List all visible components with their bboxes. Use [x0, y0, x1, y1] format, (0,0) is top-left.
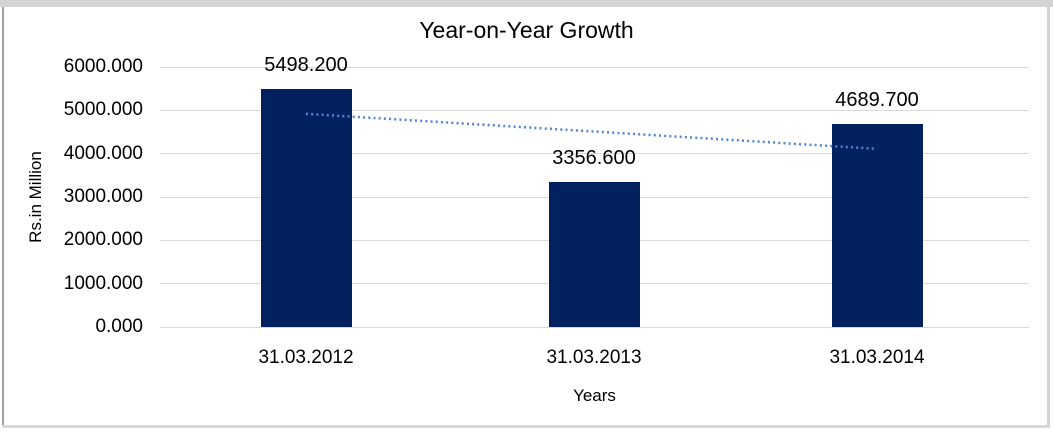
bar-data-label: 3356.600	[552, 146, 636, 169]
trendline	[305, 112, 878, 151]
gridline	[160, 66, 1029, 68]
bar	[831, 123, 923, 327]
y-tick-label: 5000.000	[63, 99, 143, 121]
y-tick-label: 2000.000	[63, 229, 143, 251]
bar	[548, 181, 640, 327]
y-tick-label: 4000.000	[63, 142, 143, 164]
y-tick-label: 0.000	[95, 316, 143, 337]
gridline	[160, 109, 1029, 111]
chart-title: Year-on-Year Growth	[419, 17, 634, 43]
frame-right-border	[1047, 7, 1050, 425]
x-tick-label: 31.03.2013	[546, 347, 642, 368]
y-tick-label: 1000.000	[63, 272, 143, 294]
x-tick-label: 31.03.2014	[829, 347, 925, 368]
bar-data-label: 4689.700	[835, 88, 919, 111]
bar-data-label: 5498.200	[264, 53, 348, 76]
y-tick-label: 6000.000	[63, 56, 143, 77]
frame-top-border	[0, 0, 1053, 7]
gridline	[160, 326, 1029, 328]
gridline	[160, 153, 1029, 155]
x-axis-title: Years	[573, 386, 616, 405]
y-tick-label: 3000.000	[63, 186, 143, 207]
x-tick-label: 31.03.2012	[258, 347, 354, 368]
bar	[260, 88, 352, 327]
frame-bottom-border	[2, 425, 1050, 428]
y-axis-title: Rs.in Million	[26, 151, 45, 243]
frame-left-border	[2, 7, 4, 425]
